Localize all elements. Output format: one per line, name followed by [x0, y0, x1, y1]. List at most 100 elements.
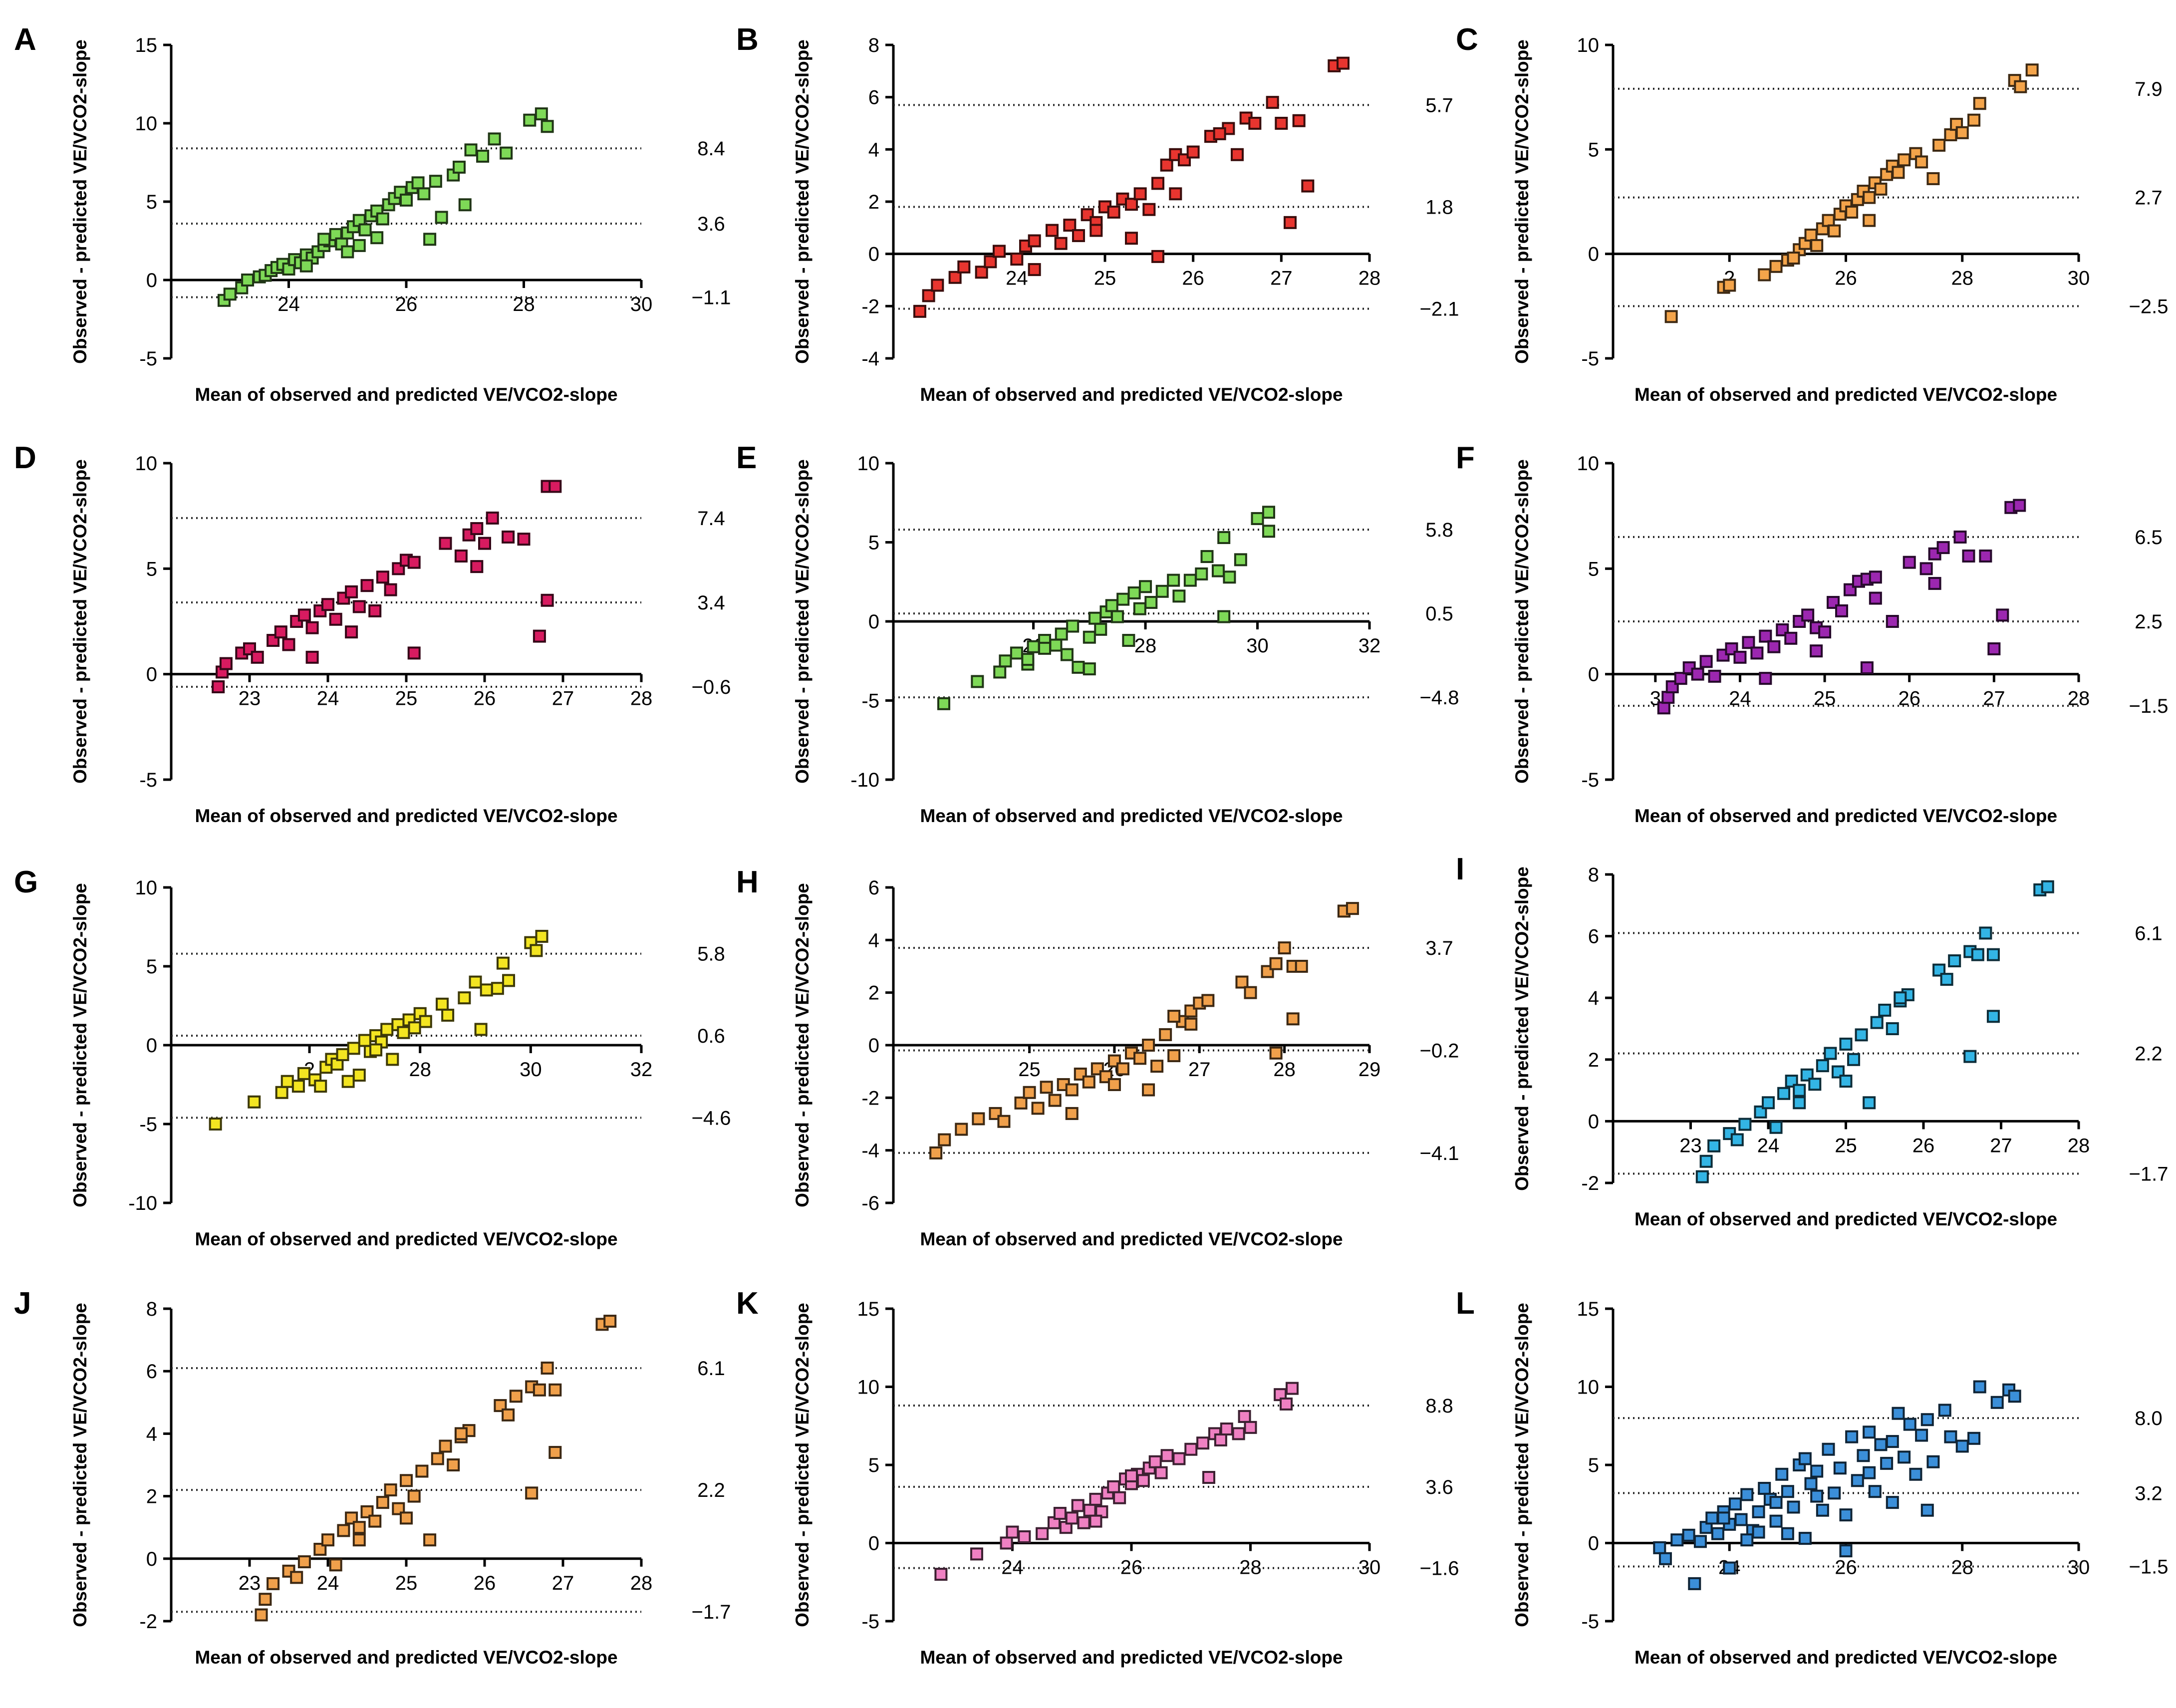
y-tick-label-g: 5 — [146, 956, 157, 978]
data-point-l — [1845, 1430, 1859, 1443]
data-point-i — [1948, 954, 1961, 968]
data-point-d — [345, 625, 358, 639]
data-point-f — [1835, 604, 1849, 617]
x-tick-label-b: 26 — [1182, 268, 1204, 289]
data-point-j — [329, 1558, 342, 1572]
data-point-d — [376, 570, 389, 584]
data-point-j — [454, 1427, 468, 1440]
y-tick-label-i: 2 — [1588, 1049, 1599, 1071]
y-tick-label-d: 10 — [135, 453, 158, 475]
data-point-c — [1973, 97, 1986, 110]
data-point-l — [1693, 1535, 1707, 1548]
data-point-b — [1169, 187, 1182, 201]
data-point-i — [1695, 1170, 1709, 1183]
data-point-h — [1142, 1083, 1155, 1097]
x-axis-title-h: Mean of observed and predicted VE/VCO2-s… — [920, 1229, 1343, 1249]
data-point-e — [1251, 512, 1264, 525]
x-tick-label-i: 23 — [1679, 1135, 1702, 1156]
data-point-g — [386, 1053, 399, 1066]
data-point-d — [251, 650, 264, 664]
data-point-k — [1172, 1452, 1186, 1465]
x-tick-label-f: 24 — [1729, 688, 1751, 710]
x-axis-title-e: Mean of observed and predicted VE/VCO2-s… — [920, 806, 1343, 826]
data-point-h — [1159, 1028, 1172, 1041]
data-point-f — [1987, 642, 2001, 655]
data-point-d — [470, 522, 484, 536]
data-point-k — [1244, 1421, 1257, 1434]
data-point-c — [1967, 113, 1981, 127]
data-point-a — [411, 176, 425, 190]
data-point-h — [1048, 1094, 1062, 1107]
x-tick-label-i: 28 — [2068, 1135, 2090, 1156]
data-point-i — [1940, 973, 1953, 986]
x-tick-label-f: 25 — [1814, 688, 1836, 710]
data-point-g — [480, 983, 493, 997]
data-point-i — [1847, 1053, 1861, 1066]
y-tick-label-a: 15 — [135, 34, 158, 56]
x-tick-label-i: 24 — [1757, 1135, 1780, 1156]
data-point-f — [1996, 608, 2009, 622]
data-point-l — [1728, 1497, 1742, 1511]
data-point-g — [297, 1067, 310, 1080]
data-point-c — [1863, 191, 1876, 204]
data-point-j — [509, 1390, 523, 1403]
data-point-a — [541, 120, 554, 133]
data-point-l — [1810, 1489, 1824, 1503]
data-point-k — [1196, 1436, 1210, 1450]
data-point-c — [1822, 214, 1835, 227]
data-point-c — [1915, 155, 1928, 169]
data-point-d — [439, 537, 452, 550]
data-point-f — [1903, 556, 1916, 569]
data-point-e — [1144, 595, 1158, 609]
data-point-a — [429, 175, 442, 188]
y-axis-title-b: Observed - predicted VE/VCO2-slope — [792, 39, 813, 364]
x-tick-label-c: 28 — [1951, 268, 1974, 289]
y-tick-label-a: -5 — [139, 348, 157, 370]
reference-line-label-k: 8.8 — [1425, 1395, 1453, 1417]
data-point-k — [1220, 1423, 1233, 1436]
reference-line-label-a: −1.1 — [692, 287, 731, 309]
y-tick-label-g: 10 — [135, 877, 158, 899]
data-point-c — [1828, 224, 1841, 238]
y-tick-label-h: -4 — [861, 1140, 879, 1162]
data-point-e — [1133, 602, 1146, 615]
data-point-g — [496, 956, 510, 970]
data-point-a — [299, 259, 313, 273]
data-point-i — [1738, 1118, 1752, 1131]
data-point-d — [305, 650, 319, 664]
data-point-k — [1018, 1530, 1031, 1543]
reference-line-label-d: −0.6 — [692, 676, 731, 698]
data-point-k — [1280, 1397, 1293, 1411]
data-point-b — [1046, 224, 1059, 237]
data-point-g — [530, 944, 543, 957]
data-point-c — [1898, 153, 1911, 167]
data-point-l — [1863, 1466, 1876, 1479]
data-point-b — [975, 266, 988, 279]
x-axis-title-j: Mean of observed and predicted VE/VCO2-s… — [195, 1647, 617, 1668]
data-point-i — [1979, 926, 1992, 940]
data-point-e — [1110, 610, 1124, 623]
x-tick-label-j: 27 — [552, 1572, 574, 1594]
x-tick-label-j: 26 — [474, 1572, 496, 1594]
data-point-l — [1711, 1527, 1724, 1540]
data-point-l — [1810, 1464, 1824, 1478]
data-point-e — [937, 697, 951, 710]
data-point-a — [417, 187, 431, 201]
reference-line-label-e: −4.8 — [1420, 687, 1459, 709]
reference-line-label-b: 5.7 — [1425, 94, 1453, 116]
data-point-a — [352, 239, 366, 252]
data-point-i — [1963, 1050, 1977, 1063]
data-point-j — [267, 1577, 280, 1590]
data-point-f — [1699, 655, 1713, 668]
y-tick-label-b: -4 — [861, 348, 879, 370]
data-point-h — [1346, 902, 1359, 915]
y-axis-title-e: Observed - predicted VE/VCO2-slope — [792, 459, 813, 784]
reference-line-label-b: −2.1 — [1420, 298, 1459, 320]
reference-line-label-d: 7.4 — [697, 508, 725, 530]
data-point-h — [1269, 1046, 1283, 1060]
data-point-e — [1183, 573, 1197, 587]
data-point-k — [1089, 1514, 1102, 1528]
x-axis-title-k: Mean of observed and predicted VE/VCO2-s… — [920, 1647, 1343, 1668]
